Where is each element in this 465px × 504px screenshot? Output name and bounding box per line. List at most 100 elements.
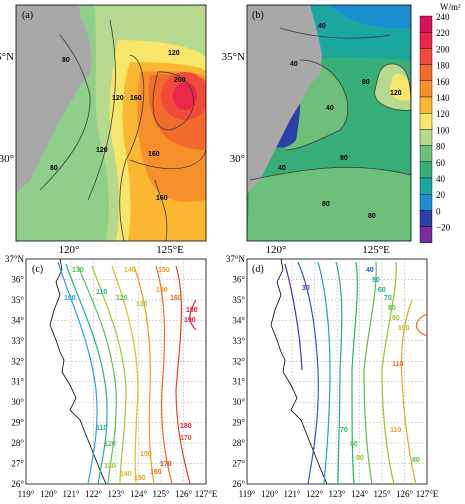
colorbar-tick-label: 120 <box>436 109 450 119</box>
panel-c-contour-160 <box>155 265 173 484</box>
panel-c-clabel-120b: 120 <box>104 441 116 448</box>
panel-a-label: (a) <box>22 10 33 21</box>
colorbar-swatch-neg20 <box>419 226 433 244</box>
panel-a-contour-label-120b: 120 <box>112 95 124 102</box>
colorbar-swatch-80 <box>419 145 433 163</box>
x-tick-label: 125° <box>373 489 391 499</box>
x-tick-label: 126° <box>396 489 414 499</box>
panel-d-clabel-100: 100 <box>398 325 410 332</box>
x-tick-label: 121° <box>283 489 301 499</box>
panel-d-axis-ticks: 119° 120° 121° 122° 123° 124° 125° 126° 127°E 37°… <box>226 254 439 499</box>
x-tick-label: 126° <box>175 489 193 499</box>
panel-c-clabel-160b: 160 <box>150 469 162 476</box>
panel-a-contour-120 <box>87 19 116 201</box>
panel-c-clabel-140b: 140 <box>120 471 132 478</box>
panel-c-contour-140 <box>111 265 139 484</box>
colorbar-tick-label: 100 <box>436 125 450 135</box>
y-tick-label: 29° <box>11 418 24 428</box>
panel-c-clabel-130b: 130 <box>136 301 148 308</box>
panel-d-clabel-50: 50 <box>372 277 380 284</box>
colorbar-swatch-180 <box>419 64 433 81</box>
panel-c-contour-190 <box>189 299 197 331</box>
y-tick-label: 32° <box>232 356 245 366</box>
panel-d-map: 30 40 50 60 70 80 90 100 110 110 70 80 9… <box>246 258 428 485</box>
colorbar-swatch-140 <box>419 96 433 114</box>
panel-c-clabel-170b: 170 <box>160 461 172 468</box>
colorbar-swatch-200 <box>419 48 433 65</box>
panel-c-clabel-160: 160 <box>170 295 182 302</box>
x-tick-label: 123° <box>328 489 346 499</box>
panel-d-clabel-110b: 110 <box>390 427 401 434</box>
panel-d-clabel-40: 40 <box>366 267 374 274</box>
panel-b-xtick-125: 125°E <box>362 244 390 256</box>
colorbar-tick-label: 180 <box>436 61 450 71</box>
panel-b-contour-label-80: 80 <box>362 79 370 86</box>
panel-c-clabel-110b: 110 <box>96 425 107 432</box>
colorbar-tick-label: 80 <box>436 142 446 152</box>
x-tick-label: 120° <box>261 489 279 499</box>
panel-d-contour-40 <box>297 261 319 484</box>
panel-b-contour-label-40: 40 <box>318 23 326 30</box>
panel-c-clabel-130c: 130 <box>104 463 116 470</box>
x-tick-label: 119° <box>18 489 35 499</box>
panel-d-clabel-70b: 70 <box>340 427 348 434</box>
y-tick-label: 28° <box>232 438 245 448</box>
colorbar-swatch-20 <box>419 193 433 211</box>
panel-a-contour-label-80: 80 <box>62 57 70 64</box>
colorbar-tick-label: 220 <box>436 28 450 38</box>
panel-c-coastline <box>26 259 107 484</box>
y-tick-label: 29° <box>232 418 245 428</box>
panel-d-clabel-80c: 80 <box>412 457 420 464</box>
panel-b-ytick-30: 30° <box>230 153 245 165</box>
x-tick-label: 125° <box>152 489 170 499</box>
colorbar-swatch-220 <box>419 32 433 49</box>
y-tick-label: 30° <box>232 397 245 407</box>
panel-b-xtick-120: 120° <box>266 244 287 256</box>
x-tick-label: 120° <box>40 489 58 499</box>
y-tick-label: 36° <box>11 274 24 284</box>
panel-b-contour-label-40b: 40 <box>290 61 298 68</box>
colorbar-swatch-120 <box>419 112 433 130</box>
colorbar-swatch-160 <box>419 80 433 98</box>
panel-d-contour-30 <box>284 263 303 371</box>
panel-a-contour-label-120: 120 <box>168 50 180 57</box>
panel-b-contour-40 <box>279 27 391 39</box>
panel-c-contour-130 <box>91 265 127 484</box>
colorbar-tick-label: 160 <box>436 77 450 87</box>
panel-c-clabel-180: 180 <box>186 307 198 314</box>
panel-b-contour-label-40c: 40 <box>326 105 334 112</box>
panel-b-ytick-35: 35°N <box>222 51 245 63</box>
panel-d-contour-60 <box>335 261 343 484</box>
colorbar-swatch-40 <box>419 177 433 195</box>
colorbar-tick-label: −20 <box>436 223 451 233</box>
y-tick-label: 33° <box>11 336 24 346</box>
panel-a-xtick-120: 120° <box>59 244 80 256</box>
panel-b-frame <box>246 4 412 242</box>
panel-c-clabel-150d: 150 <box>134 475 146 482</box>
colorbar-tick-label: 140 <box>436 93 450 103</box>
panel-d-clabel-110: 110 <box>392 361 403 368</box>
panel-c-clabel-140: 140 <box>124 267 136 274</box>
colorbar-tick-label: 240 <box>436 12 450 22</box>
panel-b-contour-label-80c: 80 <box>322 201 330 208</box>
panel-c-map: 130 140 150 100 110 120 130 150 160 180 … <box>25 258 207 485</box>
panel-a-contour-80 <box>39 34 91 191</box>
colorbar-unit: W/m² <box>440 2 461 12</box>
y-tick-label: 28° <box>11 438 24 448</box>
panel-b-contour-80b <box>249 166 411 181</box>
y-tick-label: 34° <box>232 315 245 325</box>
panel-c-clabel-150b: 150 <box>156 287 168 294</box>
y-tick-label: 35° <box>11 295 24 305</box>
panel-b-contour-label-80d: 80 <box>368 213 376 220</box>
panel-a-contour-160b <box>129 149 206 170</box>
colorbar-tick-label: 20 <box>436 190 446 200</box>
panel-c-label: (c) <box>32 264 43 275</box>
panel-b-band-20 <box>330 5 411 29</box>
panel-c-contour-150 <box>133 265 155 484</box>
panel-d-clabel-90b: 90 <box>356 455 364 462</box>
panel-c-clabel-150: 150 <box>158 267 170 274</box>
panel-c-contour-120 <box>77 265 117 484</box>
x-tick-label: 121° <box>62 489 80 499</box>
